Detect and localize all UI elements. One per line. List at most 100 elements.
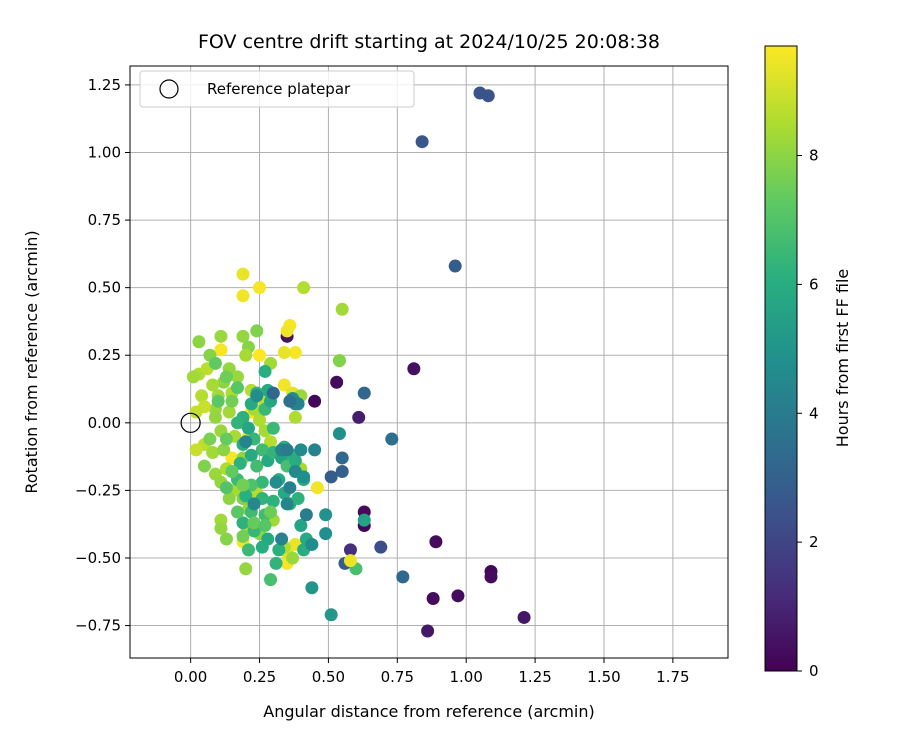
data-point xyxy=(288,346,302,360)
data-point xyxy=(236,267,250,281)
data-point xyxy=(310,481,324,495)
y-axis-ticks: −0.75 −0.50 −0.25 0.00 0.25 0.50 0.75 1.00 1.25 xyxy=(75,76,130,635)
data-point xyxy=(352,410,366,424)
chart-title: FOV centre drift starting at 2024/10/25 … xyxy=(198,31,660,53)
data-point xyxy=(415,135,429,149)
data-point xyxy=(255,540,269,554)
data-point xyxy=(253,413,267,427)
data-point xyxy=(189,405,203,419)
data-point xyxy=(253,348,267,362)
data-point xyxy=(357,513,371,527)
data-point xyxy=(330,375,344,389)
data-point xyxy=(421,624,435,638)
data-point xyxy=(275,532,289,546)
data-point xyxy=(208,356,222,370)
data-point xyxy=(233,456,247,470)
data-point xyxy=(195,389,209,403)
colorbar-tick-label: 6 xyxy=(809,275,819,293)
y-tick-label: 1.25 xyxy=(88,76,121,94)
data-point xyxy=(230,381,244,395)
data-point xyxy=(225,394,239,408)
colorbar-gradient xyxy=(764,45,798,672)
data-point xyxy=(266,386,280,400)
data-point xyxy=(255,443,269,457)
data-point xyxy=(264,573,278,587)
y-tick-label: −0.50 xyxy=(75,549,121,567)
data-point xyxy=(357,386,371,400)
data-point xyxy=(280,443,294,457)
data-points xyxy=(186,86,531,638)
data-point xyxy=(219,481,233,495)
data-point xyxy=(484,570,498,584)
y-tick-label: 0.00 xyxy=(88,414,121,432)
y-tick-label: −0.25 xyxy=(75,481,121,499)
legend-label: Reference platepar xyxy=(207,80,351,98)
y-tick-label: 0.25 xyxy=(88,346,121,364)
data-point xyxy=(308,394,322,408)
data-point xyxy=(429,535,443,549)
reference-marker xyxy=(180,412,201,433)
data-point xyxy=(335,302,349,316)
data-point xyxy=(335,464,349,478)
colorbar-ticks: 0 2 4 6 8 xyxy=(797,147,819,680)
x-axis-label: Angular distance from reference (arcmin) xyxy=(263,702,594,721)
data-point xyxy=(250,324,264,338)
data-point xyxy=(236,516,250,530)
data-point xyxy=(280,324,294,338)
data-point xyxy=(396,570,410,584)
data-point xyxy=(222,405,236,419)
x-tick-label: 1.25 xyxy=(518,668,551,686)
data-point xyxy=(241,543,255,557)
data-point xyxy=(277,378,291,392)
colorbar: 0 2 4 6 8 Hours from first FF file xyxy=(764,45,852,680)
data-point xyxy=(426,592,440,606)
data-point xyxy=(247,516,261,530)
y-tick-label: 0.75 xyxy=(88,211,121,229)
data-point xyxy=(206,446,220,460)
data-point xyxy=(236,329,250,343)
y-axis-label: Rotation from reference (arcmin) xyxy=(22,230,41,493)
data-point xyxy=(241,421,255,435)
data-point xyxy=(277,346,291,360)
data-point xyxy=(211,394,225,408)
x-tick-label: 1.75 xyxy=(656,668,689,686)
data-point xyxy=(214,521,228,535)
data-point xyxy=(219,532,233,546)
data-point xyxy=(291,492,305,506)
data-point xyxy=(343,554,357,568)
data-point xyxy=(280,497,294,511)
data-point xyxy=(481,89,495,103)
data-point xyxy=(324,608,338,622)
data-point xyxy=(208,410,222,424)
data-point xyxy=(374,540,388,554)
x-tick-label: 1.50 xyxy=(587,668,620,686)
data-point xyxy=(230,416,244,430)
data-point xyxy=(217,443,231,457)
data-point xyxy=(269,556,283,570)
data-point xyxy=(407,362,421,376)
x-tick-label: 1.00 xyxy=(449,668,482,686)
data-point xyxy=(203,432,217,446)
data-point xyxy=(283,394,297,408)
data-point xyxy=(239,348,253,362)
data-point xyxy=(332,427,346,441)
data-point xyxy=(219,370,233,384)
data-point xyxy=(269,475,283,489)
colorbar-tick-label: 8 xyxy=(809,147,819,165)
data-point xyxy=(451,589,465,603)
data-point xyxy=(283,481,297,495)
data-point xyxy=(222,492,236,506)
legend-box xyxy=(139,70,415,108)
data-point xyxy=(214,343,228,357)
data-point xyxy=(517,610,531,624)
data-point xyxy=(219,432,233,446)
data-point xyxy=(197,459,211,473)
x-axis-ticks: 0.00 0.25 0.50 0.75 1.00 1.25 1.50 1.75 xyxy=(174,658,690,686)
data-point xyxy=(299,508,313,522)
x-tick-label: 0.00 xyxy=(174,668,207,686)
data-point xyxy=(250,459,264,473)
y-tick-label: −0.75 xyxy=(75,617,121,635)
data-point xyxy=(189,443,203,457)
data-point xyxy=(319,527,333,541)
